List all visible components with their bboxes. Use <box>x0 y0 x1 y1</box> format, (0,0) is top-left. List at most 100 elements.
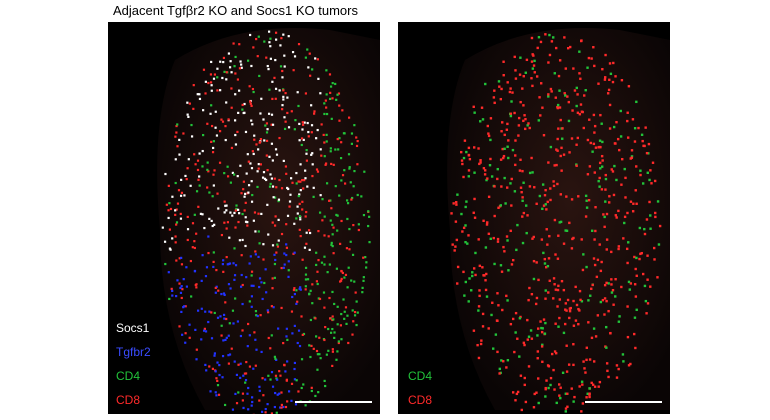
cell <box>631 210 635 213</box>
cell <box>473 146 476 149</box>
cell <box>179 291 183 294</box>
cell <box>277 218 280 222</box>
cell <box>273 276 276 279</box>
cell <box>223 70 226 73</box>
cell <box>510 263 514 266</box>
cell <box>482 219 485 223</box>
cell <box>315 137 318 140</box>
cell <box>303 246 307 249</box>
cell <box>521 199 524 202</box>
cell <box>556 105 559 109</box>
cell <box>272 196 275 199</box>
cell <box>535 261 538 264</box>
cell <box>454 245 457 248</box>
cell <box>526 318 529 322</box>
cell <box>580 380 584 383</box>
cell <box>167 184 170 187</box>
cell <box>536 357 539 360</box>
cell <box>343 169 346 172</box>
cell <box>274 374 278 377</box>
channel-label: CD8 <box>408 393 432 407</box>
cell <box>506 81 509 84</box>
cell <box>237 363 240 366</box>
cell <box>337 341 340 345</box>
cell <box>257 148 260 151</box>
cell <box>355 136 358 139</box>
cell <box>201 165 204 168</box>
cell <box>638 226 642 230</box>
cell <box>319 357 322 360</box>
cell <box>283 65 286 68</box>
cell <box>502 245 505 249</box>
cell <box>487 195 491 199</box>
cell <box>486 124 490 128</box>
cell <box>361 286 364 289</box>
cell <box>522 104 525 107</box>
cell <box>622 237 625 240</box>
cell <box>281 69 284 73</box>
cell <box>248 300 251 303</box>
cell <box>518 169 522 172</box>
cell <box>196 159 200 162</box>
cell <box>186 113 189 116</box>
cell <box>241 399 244 402</box>
cell <box>549 87 553 91</box>
cell <box>350 132 354 135</box>
cell <box>607 282 610 285</box>
cell <box>312 186 315 189</box>
cell <box>558 221 561 224</box>
cell <box>559 118 562 122</box>
cell <box>323 338 326 342</box>
cell <box>291 295 294 299</box>
cell <box>552 277 556 280</box>
cell <box>503 250 506 253</box>
cell <box>314 57 317 60</box>
cell <box>241 302 244 306</box>
cell <box>547 95 550 98</box>
cell <box>462 270 465 274</box>
cell <box>637 126 640 130</box>
cell <box>231 309 235 312</box>
cell <box>346 314 349 317</box>
cell <box>270 177 274 180</box>
cell <box>656 200 660 203</box>
cell <box>245 172 248 175</box>
cell <box>293 361 297 365</box>
cell <box>654 215 657 219</box>
cell <box>258 74 261 78</box>
cell <box>276 243 279 246</box>
cell <box>335 267 339 270</box>
cell <box>615 216 618 219</box>
cell <box>527 122 530 125</box>
cell <box>240 192 243 195</box>
cell <box>600 154 604 158</box>
cell <box>565 344 568 347</box>
cell <box>649 285 652 288</box>
cell <box>631 118 635 121</box>
cell <box>333 302 336 306</box>
cell <box>554 253 557 256</box>
cell <box>279 406 282 409</box>
cell <box>180 285 183 288</box>
cell <box>236 208 240 211</box>
cell <box>263 40 266 43</box>
cell <box>557 325 560 328</box>
cell <box>336 305 339 308</box>
cell <box>224 138 227 142</box>
cell <box>287 269 290 272</box>
cell <box>195 348 198 351</box>
cell <box>589 141 592 145</box>
cell <box>478 289 481 292</box>
cell <box>246 322 250 326</box>
cell <box>293 367 296 371</box>
cell <box>549 145 553 149</box>
cell <box>260 281 263 284</box>
cell <box>553 350 557 353</box>
cell <box>348 248 351 251</box>
cell <box>312 195 315 198</box>
cell <box>592 360 596 363</box>
cell <box>539 114 542 117</box>
cell <box>559 220 563 224</box>
cell <box>221 354 225 358</box>
cell <box>547 61 550 64</box>
